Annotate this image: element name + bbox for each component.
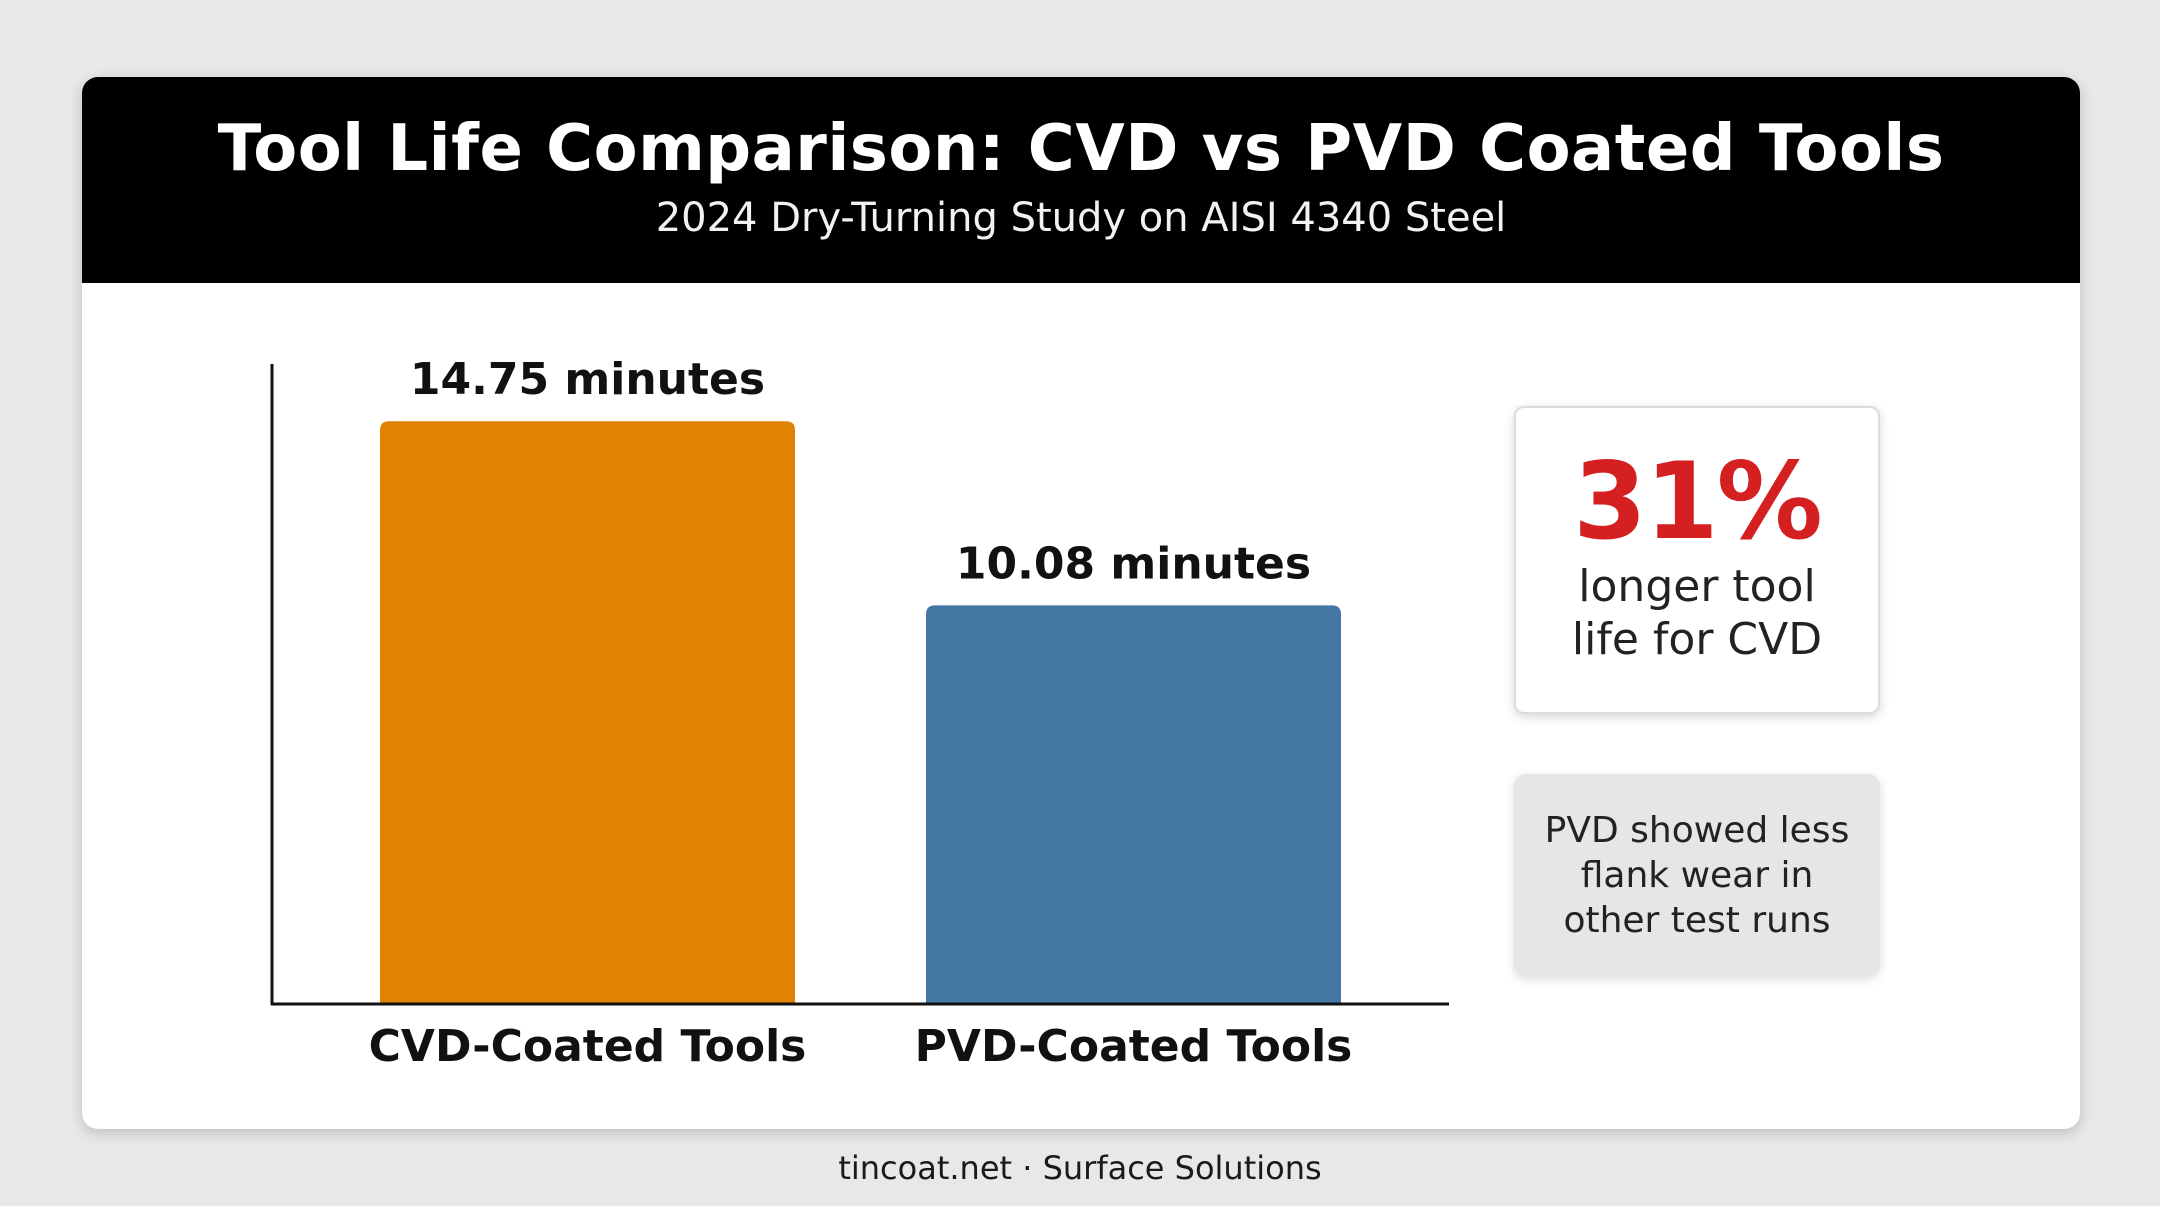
callout-text: longer tool life for CVD	[1571, 561, 1823, 665]
note-text: PVD showed less flank wear in other test…	[1544, 810, 1850, 941]
bar-cvd	[380, 421, 795, 1003]
bar-chart: 14.75 minutes CVD-Coated Tools 10.08 minut…	[270, 354, 1449, 1072]
callout-value: 31%	[1573, 440, 1823, 563]
percentage-callout: 31% longer tool life for CVD	[1514, 406, 1880, 714]
category-label: PVD-Coated Tools	[915, 1021, 1353, 1072]
data-label: 14.75 minutes	[410, 354, 765, 405]
note-callout: PVD showed less flank wear in other test…	[1514, 774, 1880, 976]
data-label: 10.08 minutes	[956, 538, 1311, 589]
footer-credit: tincoat.net · Surface Solutions	[838, 1149, 1322, 1187]
header-banner: Tool Life Comparison: CVD vs PVD Coated …	[82, 77, 2080, 283]
bar-pvd	[926, 605, 1341, 1003]
chart-subtitle: 2024 Dry-Turning Study on AISI 4340 Stee…	[655, 195, 1507, 241]
chart-title: Tool Life Comparison: CVD vs PVD Coated …	[217, 112, 1945, 186]
chart-card: Tool Life Comparison: CVD vs PVD Coated …	[82, 77, 2080, 1129]
category-label: CVD-Coated Tools	[369, 1021, 807, 1072]
